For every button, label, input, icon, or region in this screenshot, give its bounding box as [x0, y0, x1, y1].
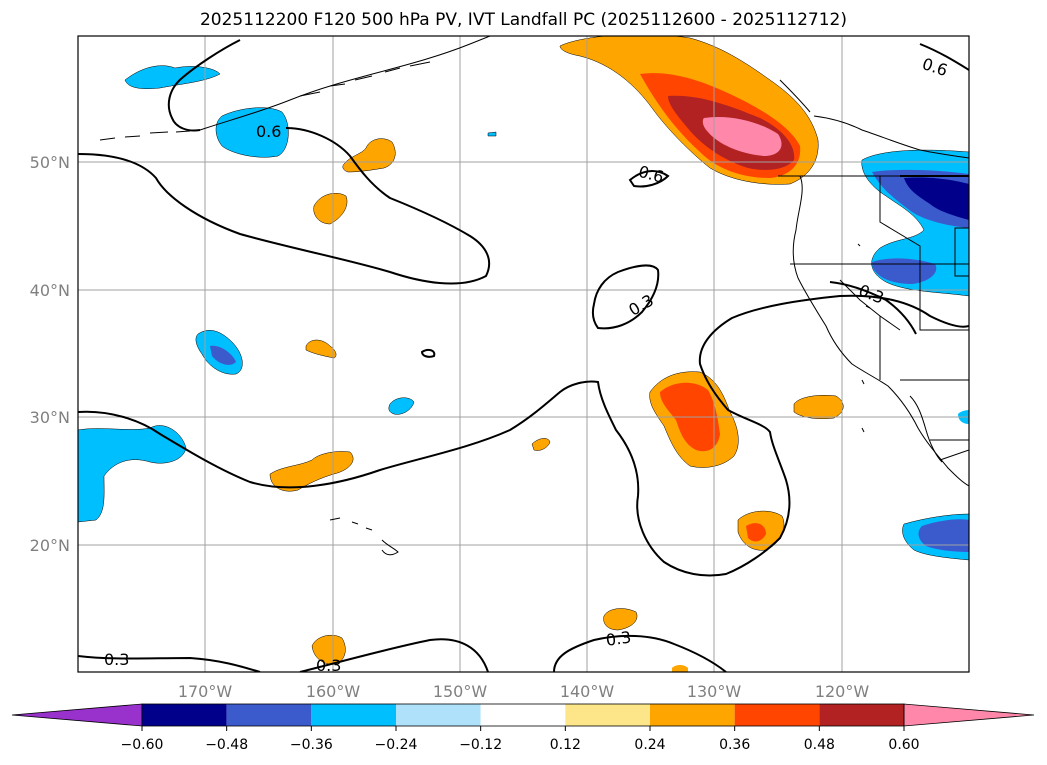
lon-label: 150°W	[433, 682, 488, 701]
contour-label: 0.3	[316, 656, 341, 675]
colorbar: −0.60 −0.48 −0.36 −0.24 −0.12 0.12 0.24 0.36 0.4…	[11, 703, 1035, 753]
colorbar-tick-label: −0.24	[375, 737, 418, 753]
colorbar-extend-min	[11, 703, 143, 727]
pv-contours	[78, 39, 969, 672]
colorbar-tick-label: 0.60	[888, 737, 919, 753]
coastlines	[99, 36, 969, 556]
colorbar-tick-label: −0.36	[290, 737, 333, 753]
lon-label: 130°W	[687, 682, 742, 701]
colorbar-tick-label: −0.12	[459, 737, 502, 753]
latitude-labels: 50°N 40°N 30°N 20°N	[30, 153, 70, 555]
lon-label: 140°W	[560, 682, 615, 701]
gridlines	[78, 36, 969, 672]
contour-label: 0.3	[605, 628, 633, 650]
colorbar-tick-label: 0.36	[719, 737, 750, 753]
colorbar-tick-label: 0.48	[804, 737, 835, 753]
positive-anomaly-fills	[269, 36, 844, 672]
colorbar-segment	[734, 704, 820, 726]
map-border	[77, 35, 970, 673]
colorbar-tick-label: −0.48	[205, 737, 248, 753]
colorbar-tick-label: 0.12	[550, 737, 581, 753]
lat-label: 20°N	[30, 536, 70, 555]
lon-label: 160°W	[306, 682, 361, 701]
lon-label: 170°W	[178, 682, 233, 701]
colorbar-segment	[396, 704, 481, 726]
longitude-labels: 170°W 160°W 150°W 140°W 130°W 120°W	[178, 682, 870, 701]
colorbar-segment	[480, 704, 566, 726]
colorbar-segment	[819, 704, 904, 726]
negative-anomaly-fills	[78, 65, 969, 561]
colorbar-segment	[650, 704, 735, 726]
colorbar-extend-max	[903, 703, 1035, 727]
lat-label: 40°N	[30, 281, 70, 300]
contour-label: 0.6	[256, 122, 281, 141]
colorbar-outline	[141, 703, 905, 727]
colorbar-tick-label: −0.60	[121, 737, 164, 753]
lat-label: 50°N	[30, 153, 70, 172]
colorbar-tick-label: 0.24	[634, 737, 665, 753]
colorbar-segment	[226, 704, 312, 726]
lon-label: 120°W	[815, 682, 870, 701]
map-title: 2025112200 F120 500 hPa PV, IVT Landfall…	[199, 10, 847, 30]
contour-label: 0.3	[104, 650, 129, 669]
colorbar-segment	[142, 704, 227, 726]
colorbar-segment	[311, 704, 396, 726]
lat-label: 30°N	[30, 408, 70, 427]
colorbar-segment	[565, 704, 650, 726]
